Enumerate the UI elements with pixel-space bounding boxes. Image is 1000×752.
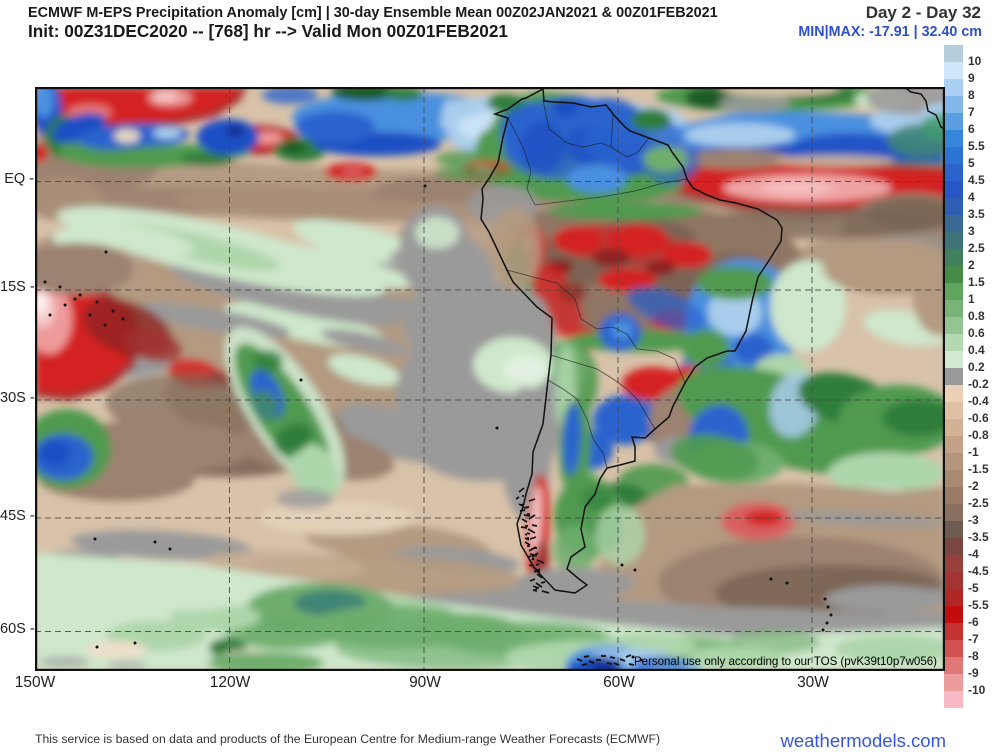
svg-text:Personal use only according to: Personal use only according to our TOS (… [634,655,937,668]
